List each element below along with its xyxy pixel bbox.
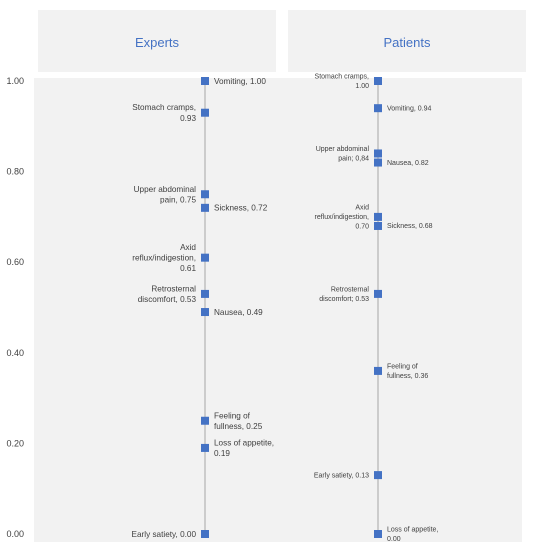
data-point bbox=[374, 158, 382, 167]
data-label: Vomiting, 1.00 bbox=[214, 77, 266, 86]
data-label: Axid reflux/indigestion, 0.70 bbox=[315, 205, 370, 231]
data-label: Sickness, 0.72 bbox=[214, 204, 268, 213]
panel-title-experts: Experts bbox=[135, 35, 180, 50]
data-label: Loss of appetite, 0.00 bbox=[387, 527, 438, 544]
y-axis: 0.00 0.20 0.40 0.60 0.80 1.00 bbox=[6, 76, 24, 539]
data-label: Retrosternal discomfort; 0.53 bbox=[319, 286, 369, 303]
data-point bbox=[374, 77, 382, 85]
data-label: Feeling of fullness, 0.25 bbox=[214, 411, 263, 431]
data-point bbox=[201, 308, 209, 317]
data-label: Vomiting, 0.94 bbox=[387, 105, 431, 112]
data-point bbox=[201, 108, 209, 117]
data-point bbox=[201, 416, 209, 425]
data-point bbox=[201, 289, 209, 298]
data-point bbox=[201, 190, 209, 199]
panel-0: Vomiting, 1.00 Stomach cramps, 0.93 Upper a… bbox=[132, 77, 275, 539]
data-label: Sickness, 0.68 bbox=[387, 223, 433, 230]
y-tick-label: 0.40 bbox=[6, 348, 24, 358]
data-label: Nausea, 0.82 bbox=[387, 160, 429, 167]
data-point bbox=[374, 104, 382, 113]
data-point bbox=[374, 212, 382, 221]
y-tick-label: 0.60 bbox=[6, 257, 24, 267]
header-box-experts bbox=[38, 10, 276, 72]
y-tick-label: 0.80 bbox=[6, 167, 24, 177]
plot-area bbox=[34, 78, 522, 542]
data-point bbox=[374, 471, 382, 480]
data-point bbox=[201, 443, 209, 452]
y-tick-label: 0.00 bbox=[6, 529, 24, 539]
data-label: Nausea, 0.49 bbox=[214, 308, 263, 317]
data-label: Feeling of fullness, 0.36 bbox=[387, 363, 428, 380]
data-label: Upper abdominal pain; 0,84 bbox=[316, 146, 370, 163]
header-box-patients bbox=[288, 10, 526, 72]
data-label: Axid reflux/indigestion, 0.61 bbox=[132, 243, 196, 273]
data-point bbox=[374, 366, 382, 375]
data-label: Early satiety, 0.13 bbox=[314, 472, 369, 479]
data-label: Early satiety, 0.00 bbox=[132, 530, 197, 539]
data-point bbox=[201, 203, 209, 212]
data-label: Upper abdominal pain, 0.75 bbox=[134, 185, 197, 205]
y-tick-label: 0.20 bbox=[6, 438, 24, 448]
data-point bbox=[201, 253, 209, 262]
data-point bbox=[374, 221, 382, 230]
data-label: Stomach cramps, 1.00 bbox=[315, 74, 370, 91]
data-label: Retrosternal discomfort, 0.53 bbox=[138, 284, 197, 304]
panel-title-patients: Patients bbox=[384, 35, 431, 50]
data-point bbox=[201, 530, 209, 538]
data-point bbox=[374, 149, 382, 158]
data-point bbox=[201, 77, 209, 85]
panels: Vomiting, 1.00 Stomach cramps, 0.93 Upper a… bbox=[132, 74, 439, 544]
data-point bbox=[374, 530, 382, 538]
panel-1: Stomach cramps, 1.00 Vomiting, 0.94 Upper a… bbox=[314, 74, 439, 544]
data-label: Stomach cramps, 0.93 bbox=[132, 103, 196, 123]
data-label: Loss of appetite, 0.19 bbox=[214, 438, 274, 458]
data-point bbox=[374, 289, 382, 298]
y-tick-label: 1.00 bbox=[6, 76, 24, 86]
